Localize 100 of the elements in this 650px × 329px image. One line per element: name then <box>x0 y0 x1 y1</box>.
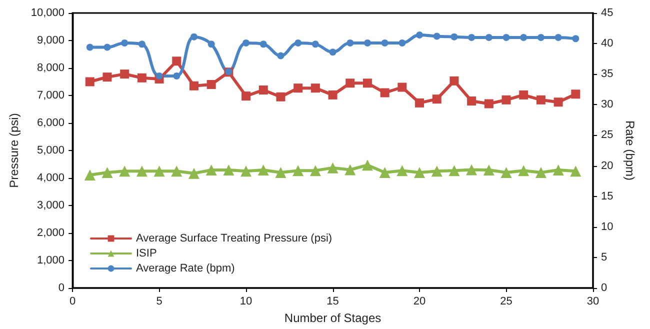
y2-tick-label: 0 <box>601 282 608 294</box>
point <box>485 34 492 41</box>
point <box>396 165 408 176</box>
y2-tick-label: 40 <box>601 38 614 50</box>
point <box>206 164 217 176</box>
point <box>102 72 112 82</box>
point <box>519 90 528 100</box>
point <box>276 92 286 102</box>
legend-label: ISIP <box>136 248 157 260</box>
point <box>415 98 424 108</box>
point <box>518 165 530 176</box>
point <box>102 167 113 178</box>
point <box>432 94 442 104</box>
point <box>448 165 460 176</box>
point <box>552 164 564 176</box>
y-tick-label: 6,000 <box>37 117 65 129</box>
point <box>292 165 304 176</box>
point <box>572 35 580 42</box>
point <box>260 40 267 48</box>
point <box>398 39 406 46</box>
point <box>138 40 146 48</box>
point <box>173 72 180 80</box>
point <box>398 82 407 92</box>
x-tick-label: 20 <box>413 296 426 308</box>
point <box>346 39 354 46</box>
y-tick-label: 0 <box>58 282 65 294</box>
point <box>328 90 338 100</box>
y2-tick-label: 35 <box>601 68 614 80</box>
point <box>121 39 128 46</box>
point <box>537 34 544 41</box>
point <box>466 164 478 176</box>
x-tick-label: 5 <box>156 296 162 308</box>
y-tick-label: 8,000 <box>37 62 65 74</box>
legend-label: Average Surface Treating Pressure (psi) <box>136 232 332 244</box>
point <box>362 160 373 171</box>
point <box>450 76 459 86</box>
y2-tick-label: 20 <box>601 160 614 172</box>
x-tick-label: 30 <box>586 296 600 308</box>
y-tick-label: 5,000 <box>37 144 65 156</box>
point <box>329 48 336 56</box>
point <box>467 96 476 106</box>
y-axis-title: Pressure (psi) <box>7 113 21 188</box>
y-tick-label: 2,000 <box>37 227 65 239</box>
legend-label: Average Rate (bpm) <box>136 262 235 274</box>
point <box>240 166 252 177</box>
y2-tick-label: 25 <box>601 129 614 142</box>
point <box>294 84 303 93</box>
x-axis-title: Number of Stages <box>284 310 382 325</box>
point <box>483 164 494 176</box>
y2-axis-title: Rate (bpm) <box>623 120 638 181</box>
point <box>379 167 390 178</box>
point <box>570 166 582 177</box>
point <box>364 39 371 46</box>
point <box>450 33 458 40</box>
point <box>310 84 320 93</box>
point <box>277 52 284 60</box>
y-tick-label: 10,000 <box>30 7 65 19</box>
y2-tick-label: 45 <box>601 7 614 19</box>
point <box>535 167 546 178</box>
point <box>275 167 286 178</box>
point <box>433 32 440 40</box>
point <box>206 80 216 89</box>
point <box>554 98 563 107</box>
y-tick-label: 9,000 <box>37 34 65 46</box>
point <box>120 70 130 79</box>
point <box>468 34 476 41</box>
y2-tick-label: 15 <box>601 190 614 202</box>
point <box>156 72 163 80</box>
point <box>362 78 372 88</box>
x-tick-label: 25 <box>500 296 512 308</box>
point <box>484 99 494 108</box>
point <box>172 56 182 66</box>
point <box>258 86 268 94</box>
point <box>414 167 426 178</box>
point <box>154 166 165 177</box>
y2-tick-label: 30 <box>601 98 614 111</box>
point <box>104 44 111 51</box>
point <box>294 39 302 46</box>
point <box>190 33 198 40</box>
point <box>137 73 146 82</box>
point <box>416 32 424 38</box>
point <box>554 34 562 41</box>
y2-tick-label: 5 <box>601 251 608 264</box>
point <box>520 34 528 41</box>
x-tick-label: 10 <box>240 296 252 308</box>
point <box>258 164 269 176</box>
point <box>380 88 390 98</box>
point <box>571 90 580 99</box>
point <box>242 39 250 46</box>
point <box>242 92 251 101</box>
point <box>85 77 94 86</box>
point <box>502 95 511 104</box>
y-tick-label: 3,000 <box>37 200 65 212</box>
point <box>327 162 338 174</box>
point <box>84 169 96 180</box>
x-tick-label: 0 <box>69 296 76 308</box>
point <box>431 166 442 177</box>
point <box>86 44 94 51</box>
point <box>171 166 182 177</box>
point <box>344 164 356 176</box>
